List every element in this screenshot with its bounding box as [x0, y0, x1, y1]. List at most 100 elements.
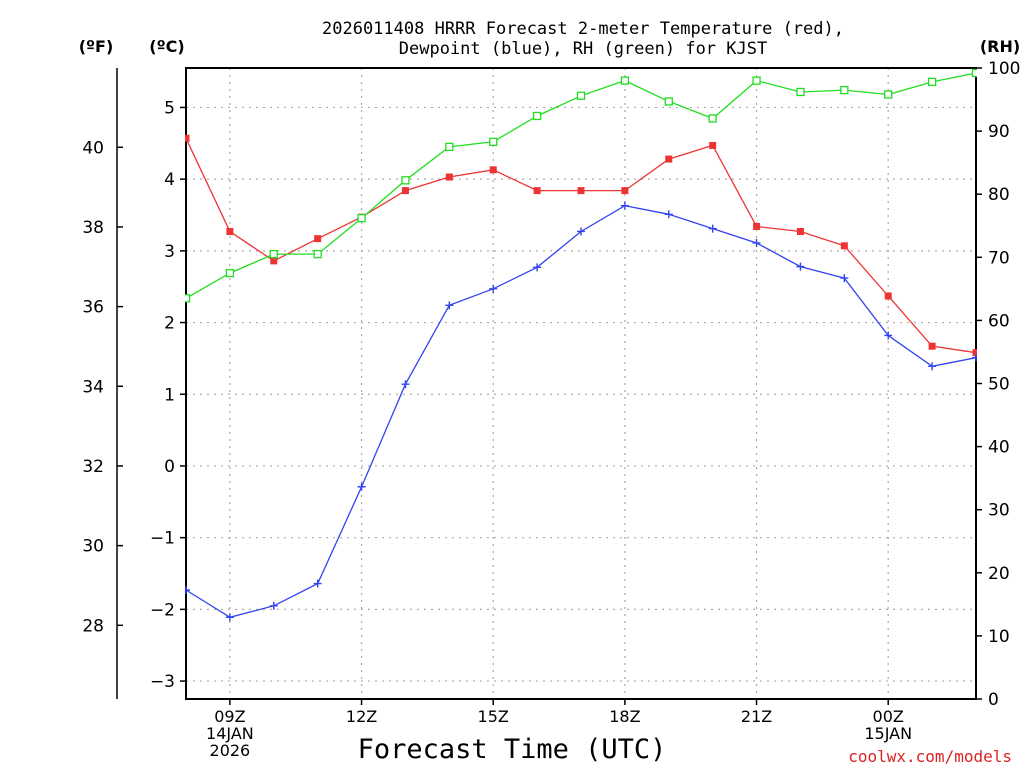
rh-axis-label: (RH): [980, 37, 1020, 56]
temperature-point: [753, 222, 761, 230]
rh-tick-label: 10: [988, 627, 1010, 647]
dewpoint-point: [445, 301, 454, 310]
fahrenheit-tick-label: 28: [82, 616, 104, 636]
temperature-point: [665, 155, 673, 163]
rh-point: [445, 142, 454, 152]
dewpoint-series-line: [185, 205, 977, 618]
rh-point: [225, 268, 235, 278]
chart-title-line2: Dewpoint (blue), RH (green) for KJST: [399, 39, 767, 59]
rh-point: [971, 68, 977, 78]
dewpoint-point: [972, 353, 977, 362]
rh-tick-label: 80: [988, 185, 1010, 205]
rh-tick-label: 20: [988, 564, 1010, 584]
temperature-point: [840, 242, 848, 250]
x-tick-label: 15Z: [478, 707, 509, 726]
celsius-tick-label: −2: [150, 600, 175, 620]
temperature-point: [489, 166, 497, 174]
series-layer: [185, 68, 977, 622]
rh-tick-label: 50: [988, 375, 1010, 395]
credit-text: coolwx.com/models: [848, 747, 1012, 766]
temperature-point: [533, 187, 541, 195]
rh-point: [313, 249, 322, 259]
x-tick-label: 14JAN: [206, 724, 254, 743]
dewpoint-point: [185, 586, 190, 595]
dewpoint-point: [533, 263, 542, 272]
celsius-axis-label: (ºC): [149, 37, 184, 56]
temperature-point: [185, 134, 190, 142]
dewpoint-point: [269, 601, 278, 610]
dewpoint-point: [796, 262, 805, 271]
dewpoint-point: [357, 482, 366, 491]
x-tick-label: 2026: [210, 741, 251, 760]
rh-point: [489, 137, 498, 146]
dewpoint-point: [884, 331, 893, 340]
celsius-tick-label: 1: [164, 385, 175, 405]
dewpoint-point: [708, 224, 717, 233]
rh-point: [927, 77, 937, 87]
fahrenheit-tick-label: 32: [82, 457, 104, 477]
temperature-point: [928, 342, 936, 350]
fahrenheit-tick-label: 38: [82, 218, 104, 238]
rh-point: [752, 76, 761, 85]
rh-point: [884, 90, 893, 99]
dewpoint-point: [664, 210, 673, 219]
fahrenheit-tick-label: 34: [82, 377, 104, 397]
rh-point: [840, 85, 849, 95]
celsius-tick-label: 3: [164, 242, 175, 262]
chart-title-line1: 2026011408 HRRR Forecast 2-meter Tempera…: [322, 19, 844, 39]
rh-tick-label: 40: [988, 438, 1010, 458]
rh-point: [796, 87, 805, 97]
temperature-series-line: [185, 138, 977, 354]
x-tick-label: 00Z: [873, 707, 904, 726]
dewpoint-point: [225, 613, 234, 622]
rh-tick-label: 70: [988, 248, 1010, 268]
dewpoint-point: [840, 274, 849, 283]
temperature-point: [796, 227, 804, 235]
celsius-tick-label: 4: [164, 170, 175, 190]
rh-series-line: [185, 72, 977, 299]
x-tick-label: 12Z: [346, 707, 377, 726]
celsius-tick-label: 2: [164, 314, 175, 334]
celsius-tick-label: −3: [150, 672, 175, 692]
dewpoint-point: [928, 362, 937, 371]
dewpoint-point: [401, 380, 410, 389]
fahrenheit-axis-label: (ºF): [79, 37, 114, 56]
temperature-point: [270, 257, 278, 265]
dewpoint-point: [752, 238, 761, 247]
rh-tick-label: 30: [988, 501, 1010, 521]
rh-tick-label: 100: [988, 59, 1020, 79]
temperature-point: [972, 349, 977, 357]
x-tick-label: 09Z: [214, 707, 245, 726]
celsius-tick-label: −1: [150, 529, 175, 549]
dewpoint-point: [577, 227, 585, 236]
grid-lines: [186, 68, 976, 699]
rh-point: [357, 214, 366, 223]
rh-tick-label: 60: [988, 311, 1010, 331]
rh-point: [664, 97, 673, 106]
rh-point: [185, 294, 191, 303]
temperature-point: [445, 173, 453, 181]
temperature-point: [577, 187, 585, 195]
dewpoint-point: [620, 201, 629, 210]
rh-tick-label: 0: [988, 690, 999, 710]
temperature-point: [621, 187, 629, 195]
temperature-point: [226, 227, 234, 235]
fahrenheit-tick-label: 36: [82, 298, 104, 318]
plot-frame: [185, 67, 977, 700]
temperature-point: [709, 141, 717, 149]
x-tick-label: 21Z: [741, 707, 772, 726]
celsius-tick-label: 5: [164, 98, 175, 118]
rh-point: [532, 111, 542, 121]
rh-point: [708, 114, 717, 123]
rh-tick-label: 90: [988, 122, 1010, 142]
celsius-tick-label: 0: [164, 457, 175, 477]
temperature-point: [314, 235, 322, 243]
rh-point: [576, 91, 586, 100]
x-tick-label: 18Z: [609, 707, 640, 726]
temperature-point: [401, 187, 409, 195]
x-axis-title: Forecast Time (UTC): [358, 734, 667, 765]
fahrenheit-tick-label: 40: [82, 138, 104, 158]
rh-point: [269, 249, 278, 259]
